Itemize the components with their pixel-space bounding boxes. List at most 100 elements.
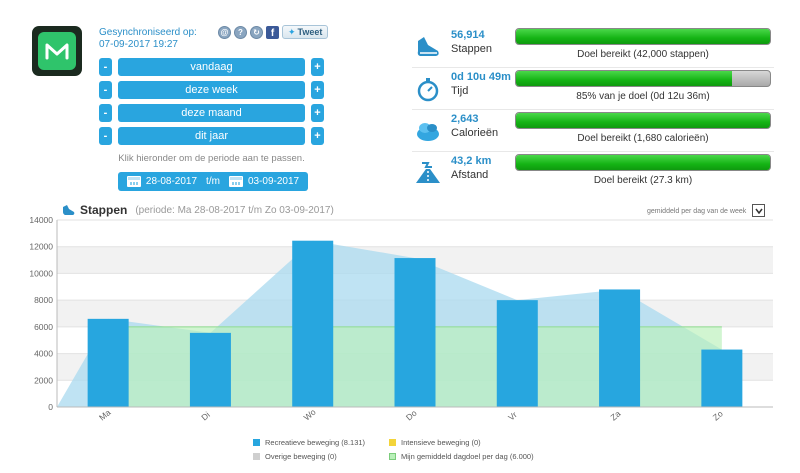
range-from: 28-08-2017 [145, 176, 198, 187]
period-prev-button[interactable]: - [99, 127, 112, 145]
period-today-button[interactable]: vandaag [118, 58, 305, 76]
shoe-icon [417, 37, 439, 56]
x-tick-label: Zo [711, 408, 725, 422]
legend-item[interactable]: Mijn gemiddeld dagdoel per dag (6.000) [389, 452, 534, 461]
progress-bar [515, 28, 771, 45]
tweet-button[interactable]: ✦ Tweet [282, 25, 329, 39]
x-tick-label: Do [404, 408, 419, 423]
app-logo [32, 26, 82, 76]
progress-text: Doel bereikt (27.3 km) [593, 175, 693, 186]
stat-label: Tijd [451, 85, 469, 97]
progress-bar [515, 70, 771, 87]
stat-distance: 43,2 km Afstand Doel bereikt (27.3 km) [412, 152, 774, 194]
progress-text: Doel bereikt (1,680 calorieën) [577, 133, 709, 144]
m-logo-icon [38, 32, 76, 70]
date-range-button[interactable]: 28-08-2017 t/m 03-09-2017 [118, 172, 308, 191]
progress-text: Doel bereikt (42,000 stappen) [577, 49, 709, 60]
period-month-button[interactable]: deze maand [118, 104, 305, 122]
period-row-today: - vandaag + [99, 58, 324, 76]
bar [599, 289, 641, 407]
progress-fill [516, 113, 770, 128]
period-year-button[interactable]: dit jaar [118, 127, 305, 145]
legend-item[interactable]: Recreatieve beweging (8.131) [253, 438, 365, 447]
progress-bar [515, 154, 771, 171]
help-icon[interactable]: ? [234, 25, 247, 39]
legend-item[interactable]: Overige beweging (0) [253, 452, 337, 461]
period-row-month: - deze maand + [99, 104, 324, 122]
legend-label: Mijn gemiddeld dagdoel per dag (6.000) [401, 452, 534, 461]
period-row-week: - deze week + [99, 81, 324, 99]
y-tick-label: 0 [48, 402, 53, 412]
stat-label: Afstand [451, 169, 489, 181]
chevron-down-icon [754, 208, 763, 214]
twitter-bird-icon: ✦ [288, 26, 296, 37]
progress-bar [515, 112, 771, 129]
legend-swatch [253, 453, 260, 460]
tweet-label: Tweet [297, 27, 323, 37]
y-tick-label: 4000 [34, 349, 53, 359]
period-prev-button[interactable]: - [99, 104, 112, 122]
stat-value: 43,2 km [451, 155, 492, 167]
period-hint: Klik hieronder om de periode aan te pass… [118, 153, 305, 164]
progress-fill [516, 71, 732, 86]
progress-text: 85% van je doel (0d 12u 36m) [576, 91, 710, 102]
period-next-button[interactable]: + [311, 81, 324, 99]
legend-swatch [389, 453, 396, 460]
x-tick-label: Za [608, 408, 622, 422]
calories-icon [417, 123, 439, 141]
legend-label: Recreatieve beweging (8.131) [265, 438, 366, 447]
range-separator: t/m [206, 176, 220, 187]
y-tick-label: 8000 [34, 295, 53, 305]
range-to: 03-09-2017 [247, 176, 300, 187]
stat-steps: 56,914 Stappen Doel bereikt (42,000 stap… [412, 26, 774, 68]
bar [292, 240, 334, 407]
x-tick-label: Vr [506, 410, 519, 423]
bar [701, 349, 743, 407]
progress-fill [516, 29, 770, 44]
sync-date: 07-09-2017 19:27 [99, 39, 178, 50]
stat-value: 56,914 [451, 29, 485, 41]
email-share-icon[interactable]: @ [218, 25, 231, 39]
stopwatch-icon [417, 78, 439, 102]
progress-fill [516, 155, 770, 170]
bar [189, 332, 231, 407]
y-tick-label: 6000 [34, 322, 53, 332]
bar [496, 300, 538, 407]
legend-label: Overige beweging (0) [265, 452, 337, 461]
period-week-button[interactable]: deze week [118, 81, 305, 99]
chart-header: Stappen (periode: Ma 28-08-2017 t/m Zo 0… [62, 203, 334, 217]
facebook-icon[interactable]: f [266, 25, 279, 39]
legend-label: Intensieve beweging (0) [401, 438, 481, 447]
stat-time: 0d 10u 49m Tijd 85% van je doel (0d 12u … [412, 68, 774, 110]
average-mode-dropdown[interactable] [752, 204, 765, 217]
chart-subtitle: (periode: Ma 28-08-2017 t/m Zo 03-09-201… [135, 204, 334, 216]
calendar-icon[interactable] [228, 176, 243, 187]
chart-title: Stappen [80, 203, 128, 217]
road-icon [416, 162, 440, 183]
x-tick-label: Wo [302, 407, 318, 423]
period-row-year: - dit jaar + [99, 127, 324, 145]
legend-swatch [389, 439, 396, 446]
shoe-icon [63, 205, 75, 215]
period-prev-button[interactable]: - [99, 58, 112, 76]
stat-value: 0d 10u 49m [451, 71, 511, 83]
period-prev-button[interactable]: - [99, 81, 112, 99]
legend-swatch [253, 439, 260, 446]
period-next-button[interactable]: + [311, 127, 324, 145]
calendar-icon[interactable] [126, 176, 141, 187]
legend-item[interactable]: Intensieve beweging (0) [389, 438, 481, 447]
y-tick-label: 2000 [34, 375, 53, 385]
stat-calories: 2,643 Calorieën Doel bereikt (1,680 calo… [412, 110, 774, 152]
sync-label: Gesynchroniseerd op: [99, 27, 197, 38]
period-next-button[interactable]: + [311, 58, 324, 76]
bar [394, 258, 436, 407]
period-next-button[interactable]: + [311, 104, 324, 122]
refresh-icon[interactable]: ↻ [250, 25, 263, 39]
x-tick-label: Ma [97, 407, 113, 422]
average-mode-label: gemiddeld per dag van de week [647, 208, 747, 215]
share-bar: @ ? ↻ f ✦ Tweet [218, 25, 329, 39]
y-tick-label: 12000 [29, 242, 53, 252]
y-tick-label: 14000 [29, 215, 53, 225]
y-tick-label: 10000 [29, 268, 53, 278]
